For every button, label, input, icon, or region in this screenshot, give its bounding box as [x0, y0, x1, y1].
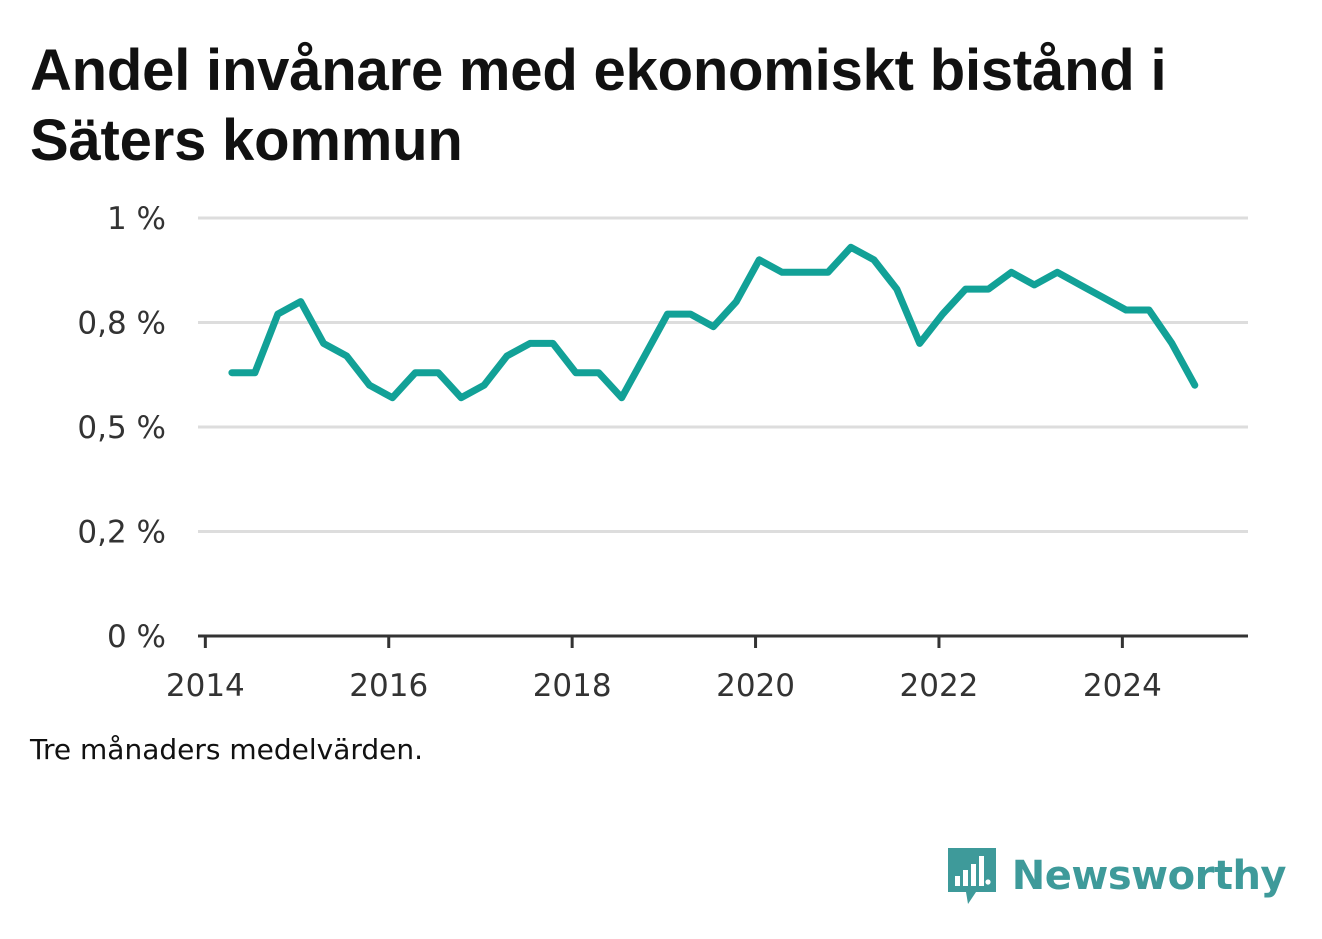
x-tick-label: 2020	[716, 668, 795, 704]
chart-note: Tre månaders medelvärden.	[30, 733, 424, 766]
x-tick-label: 2014	[166, 668, 245, 704]
y-tick-label: 0,8 %	[77, 306, 166, 342]
x-tick-label: 2022	[900, 668, 979, 704]
chart-title: Andel invånare med ekonomiskt bistånd i …	[30, 38, 1167, 173]
y-tick-label: 1 %	[107, 201, 166, 237]
x-axis-ticks	[203, 636, 1124, 648]
x-tick-label: 2024	[1083, 668, 1162, 704]
y-tick-label: 0 %	[107, 619, 166, 655]
brand-logo: Newsworthy	[946, 846, 1287, 906]
x-axis-labels: 2014 2016 2018 2020 2022 2024	[166, 668, 1162, 704]
y-tick-label: 0,2 %	[77, 515, 166, 551]
newsworthy-logo-icon	[947, 848, 996, 904]
chart-gridlines	[198, 216, 1248, 533]
y-axis-labels: 0 % 0,2 % 0,5 % 0,8 % 1 %	[77, 201, 166, 655]
brand-name: Newsworthy	[1011, 853, 1287, 899]
series-line	[228, 243, 1199, 402]
y-tick-label: 0,5 %	[77, 410, 166, 446]
x-tick-label: 2018	[533, 668, 612, 704]
x-tick-label: 2016	[349, 668, 428, 704]
